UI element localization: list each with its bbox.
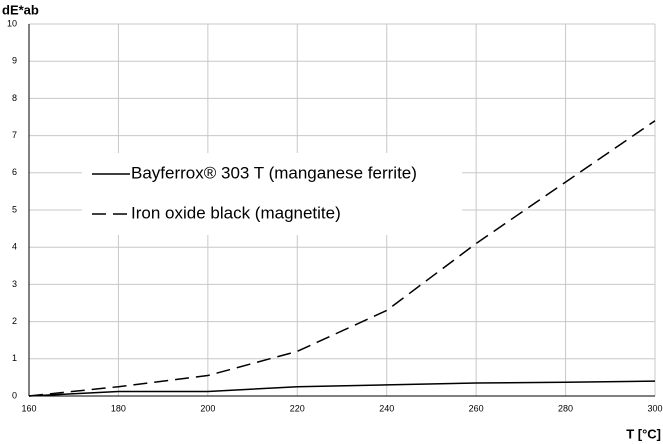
x-tick-label: 220 (290, 403, 305, 413)
series-line (28, 120, 656, 397)
y-tick-label: 1 (12, 353, 17, 363)
x-tick-label: 280 (558, 403, 573, 413)
x-tick-label: 300 (647, 403, 662, 413)
y-tick-label: 3 (12, 279, 17, 289)
legend-label: Iron oxide black (magnetite) (131, 203, 341, 222)
x-tick-label: 160 (21, 403, 36, 413)
series-line (28, 380, 656, 397)
y-tick-label: 5 (12, 204, 17, 214)
x-tick-label: 240 (379, 403, 394, 413)
x-tick-label: 180 (111, 403, 126, 413)
y-tick-label: 2 (12, 316, 17, 326)
legend-box (82, 153, 462, 235)
x-tick-label: 200 (200, 403, 215, 413)
y-tick-label: 6 (12, 167, 17, 177)
y-tick-label: 4 (12, 242, 17, 252)
x-axis-label: T [°C] (626, 426, 661, 441)
y-tick-label: 7 (12, 130, 17, 140)
x-tick-label: 260 (469, 403, 484, 413)
y-tick-label: 10 (7, 18, 17, 28)
y-axis-label: dE*ab (2, 2, 39, 17)
y-tick-label: 0 (12, 390, 17, 400)
legend-label: Bayferrox® 303 T (manganese ferrite) (131, 163, 417, 182)
y-tick-label: 9 (12, 56, 17, 66)
y-tick-label: 8 (12, 93, 17, 103)
